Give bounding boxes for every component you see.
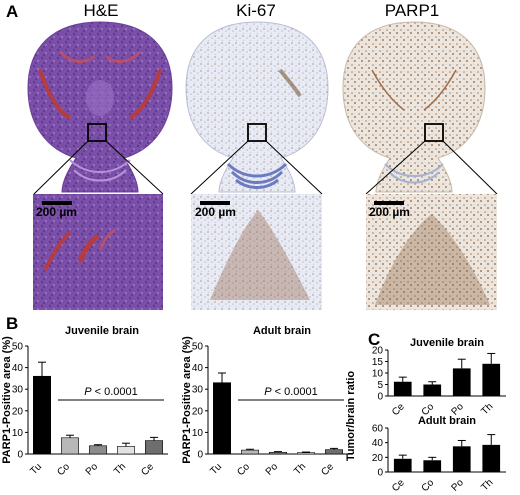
- x-tick-label: Ce: [319, 461, 336, 478]
- x-tick-label: Co: [235, 461, 252, 478]
- bar: [213, 382, 231, 455]
- p-value: < 0.0001: [92, 386, 138, 398]
- y-tick-label: 0: [17, 450, 23, 461]
- x-tick-label: Tu: [28, 461, 44, 477]
- y-tick-label: 10: [372, 369, 384, 380]
- y-tick-label: 40: [372, 438, 384, 449]
- ki67-zoom-box: [247, 123, 267, 142]
- bar: [61, 437, 79, 455]
- chart-title: Adult brain: [418, 415, 476, 427]
- y-tick-label: 50: [192, 342, 204, 353]
- x-tick-label: Po: [84, 461, 101, 478]
- chart-b-adult: Adult brain PARP1-Positive area (%) 0 10 20 3…: [181, 325, 348, 478]
- parp1-zoom-box: [424, 123, 444, 142]
- y-tick-label: 15: [372, 357, 384, 368]
- x-tick-label: Co: [420, 477, 437, 494]
- x-tick-label: Tu: [208, 461, 224, 477]
- parp1-zoom-line-left: [365, 140, 426, 195]
- bar: [482, 363, 501, 396]
- bar: [452, 368, 471, 396]
- y-tick-label: 30: [192, 385, 204, 396]
- x-tick-label: Th: [112, 461, 128, 477]
- parp1-brain-section: [342, 21, 486, 193]
- p-letter: P: [84, 386, 92, 398]
- y-tick-label: 40: [192, 363, 204, 374]
- bar: [145, 440, 163, 455]
- x-tick-label: Ce: [139, 461, 156, 478]
- he-scale-label: 200 µm: [36, 205, 77, 219]
- chart-title: Juvenile brain: [410, 338, 484, 349]
- stain-title-he: H&E: [83, 1, 119, 20]
- y-tick-label: 60: [372, 424, 384, 435]
- p-letter: P: [264, 386, 272, 398]
- parp1-zoom-line-right: [442, 140, 498, 195]
- ki67-scale-label: 200 µm: [195, 205, 236, 219]
- he-zoom-line-right: [105, 140, 164, 195]
- ki67-brain-section: [185, 21, 329, 193]
- y-tick-label: 0: [197, 450, 203, 461]
- y-tick-label: 20: [372, 346, 384, 357]
- x-tick-label: Ce: [390, 401, 407, 418]
- bar: [423, 460, 442, 472]
- he-zoom-image: [33, 194, 163, 310]
- y-tick-label: 20: [192, 406, 204, 417]
- ki67-zoom-line-left: [190, 140, 249, 195]
- x-tick-label: Th: [479, 477, 495, 493]
- x-tick-label: Co: [55, 461, 72, 478]
- bar: [269, 451, 287, 455]
- stain-title-ki67: Ki-67: [236, 1, 276, 20]
- y-tick-label: 10: [12, 428, 24, 439]
- he-zoom-line-left: [33, 140, 89, 195]
- bar: [241, 449, 259, 455]
- ki67-zoom-image: [191, 194, 322, 310]
- bar: [393, 458, 412, 472]
- bar: [482, 444, 501, 472]
- bar: [297, 452, 315, 455]
- parp1-zoom-image: [366, 194, 497, 310]
- bar: [89, 445, 107, 455]
- y-tick-label: 5: [377, 380, 383, 391]
- bar: [117, 446, 135, 455]
- panel-b-letter: B: [6, 314, 19, 333]
- ki67-scale-bar: [200, 201, 230, 205]
- bar: [393, 381, 412, 396]
- bar: [33, 375, 51, 455]
- y-tick-label: 10: [192, 428, 204, 439]
- bar: [452, 446, 471, 472]
- stain-title-parp1: PARP1: [384, 1, 440, 20]
- panel-a-figure: [27, 21, 498, 310]
- p-value: < 0.0001: [272, 386, 318, 398]
- y-tick-label: 30: [12, 385, 24, 396]
- x-tick-label: Po: [449, 477, 466, 494]
- p-value-annotation: P < 0.0001: [264, 386, 318, 398]
- chart-b-juvenile: Juvenile brain PARP1-Positive area (%) 0 10…: [1, 325, 168, 478]
- y-tick-label: 20: [12, 406, 24, 417]
- chart-title: Adult brain: [253, 325, 311, 337]
- chart-title: Juvenile brain: [65, 325, 139, 337]
- y-tick-label: 40: [12, 363, 24, 374]
- p-value-annotation: P < 0.0001: [84, 386, 138, 398]
- panel-c-letter: C: [368, 330, 381, 349]
- y-axis-label: PARP1-Positive area (%): [181, 336, 193, 464]
- x-tick-label: Th: [292, 461, 308, 477]
- x-tick-label: Po: [264, 461, 281, 478]
- parp1-scale-bar: [374, 201, 404, 205]
- y-tick-label: 0: [377, 468, 383, 479]
- x-tick-label: Th: [479, 401, 495, 417]
- y-axis-label: Tumor/brain ratio: [345, 371, 357, 462]
- y-tick-label: 50: [12, 342, 24, 353]
- x-tick-label: Ce: [390, 477, 407, 494]
- he-zoom-box: [87, 123, 107, 142]
- y-tick-label: 20: [372, 453, 384, 464]
- parp1-scale-label: 200 µm: [369, 205, 410, 219]
- he-scale-bar: [42, 201, 72, 205]
- y-axis-label: PARP1-Positive area (%): [1, 336, 13, 464]
- he-brain-section: [27, 21, 173, 193]
- bar: [423, 384, 442, 396]
- y-tick-label: 0: [377, 392, 383, 403]
- panel-a-letter: A: [6, 2, 19, 21]
- ki67-zoom-line-right: [265, 140, 323, 195]
